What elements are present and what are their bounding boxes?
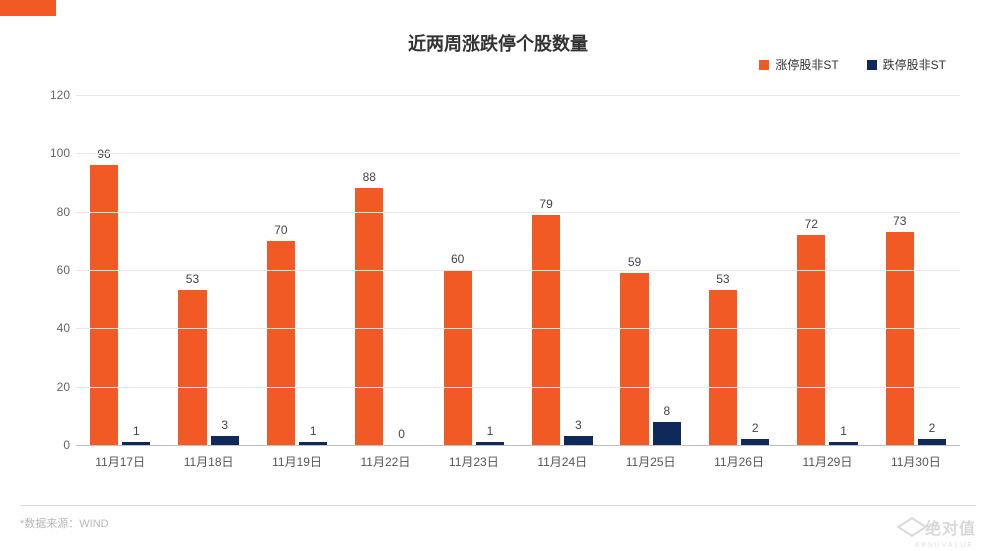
bar: 53 bbox=[709, 290, 737, 445]
y-tick-label: 60 bbox=[40, 263, 70, 277]
bar-value-label: 60 bbox=[451, 252, 464, 266]
bar: 59 bbox=[620, 273, 648, 445]
x-tick-label: 11月23日 bbox=[430, 445, 518, 475]
watermark-sub: ABSUVALUE bbox=[915, 542, 975, 549]
gridline bbox=[76, 328, 960, 329]
bar-value-label: 53 bbox=[186, 272, 199, 286]
bar: 79 bbox=[532, 215, 560, 445]
bar-value-label: 53 bbox=[716, 272, 729, 286]
gridline bbox=[76, 387, 960, 388]
bar-value-label: 1 bbox=[840, 424, 847, 438]
data-source: *数据来源：WIND bbox=[20, 515, 109, 531]
x-tick-label: 11月24日 bbox=[518, 445, 606, 475]
bar-value-label: 59 bbox=[628, 255, 641, 269]
legend-swatch bbox=[759, 60, 769, 70]
bar-value-label: 2 bbox=[929, 421, 936, 435]
bar-value-label: 2 bbox=[752, 421, 759, 435]
watermark: 绝对值 bbox=[903, 515, 976, 539]
y-tick-label: 100 bbox=[40, 146, 70, 160]
x-tick-label: 11月18日 bbox=[164, 445, 252, 475]
bar: 96 bbox=[90, 165, 118, 445]
bar: 70 bbox=[267, 241, 295, 445]
bar-value-label: 79 bbox=[539, 197, 552, 211]
legend: 涨停股非ST 跌停股非ST bbox=[759, 56, 946, 73]
gridline bbox=[76, 95, 960, 96]
bar: 73 bbox=[886, 232, 914, 445]
bar-value-label: 88 bbox=[363, 170, 376, 184]
bar-value-label: 1 bbox=[310, 424, 317, 438]
x-tick-label: 11月29日 bbox=[783, 445, 871, 475]
gridline bbox=[76, 212, 960, 213]
y-tick-label: 120 bbox=[40, 88, 70, 102]
chart-title: 近两周涨跌停个股数量 bbox=[0, 30, 996, 56]
watermark-text: 绝对值 bbox=[925, 515, 976, 539]
bar-value-label: 3 bbox=[575, 418, 582, 432]
source-value: WIND bbox=[79, 518, 108, 530]
bar: 60 bbox=[444, 270, 472, 445]
legend-item: 跌停股非ST bbox=[867, 56, 946, 73]
bar-value-label: 70 bbox=[274, 223, 287, 237]
bar-value-label: 1 bbox=[133, 424, 140, 438]
bar-value-label: 8 bbox=[663, 404, 670, 418]
legend-label: 跌停股非ST bbox=[883, 56, 946, 73]
accent-bar bbox=[0, 0, 56, 16]
chart: 961533701880601793598532721732 020406080… bbox=[40, 95, 960, 475]
cube-icon bbox=[897, 517, 928, 537]
bar: 3 bbox=[564, 436, 592, 445]
footer-divider bbox=[20, 505, 976, 506]
y-tick-label: 40 bbox=[40, 321, 70, 335]
x-tick-label: 11月25日 bbox=[606, 445, 694, 475]
bar-value-label: 72 bbox=[805, 217, 818, 231]
plot-area: 961533701880601793598532721732 020406080… bbox=[76, 95, 960, 445]
bar: 3 bbox=[211, 436, 239, 445]
legend-swatch bbox=[867, 60, 877, 70]
bar-value-label: 1 bbox=[487, 424, 494, 438]
bar: 53 bbox=[178, 290, 206, 445]
legend-label: 涨停股非ST bbox=[775, 56, 838, 73]
gridline bbox=[76, 153, 960, 154]
source-label: *数据来源： bbox=[20, 518, 79, 530]
bar: 72 bbox=[797, 235, 825, 445]
bar-value-label: 0 bbox=[398, 427, 405, 441]
bar: 8 bbox=[653, 422, 681, 445]
legend-item: 涨停股非ST bbox=[759, 56, 838, 73]
x-tick-label: 11月17日 bbox=[76, 445, 164, 475]
x-tick-label: 11月26日 bbox=[695, 445, 783, 475]
x-tick-label: 11月19日 bbox=[253, 445, 341, 475]
x-tick-label: 11月30日 bbox=[872, 445, 960, 475]
bar: 88 bbox=[355, 188, 383, 445]
x-tick-label: 11月22日 bbox=[341, 445, 429, 475]
x-axis-labels: 11月17日11月18日11月19日11月22日11月23日11月24日11月2… bbox=[76, 445, 960, 475]
y-tick-label: 0 bbox=[40, 438, 70, 452]
bar-value-label: 73 bbox=[893, 214, 906, 228]
gridline bbox=[76, 270, 960, 271]
y-tick-label: 80 bbox=[40, 205, 70, 219]
y-tick-label: 20 bbox=[40, 380, 70, 394]
bar-value-label: 3 bbox=[221, 418, 228, 432]
